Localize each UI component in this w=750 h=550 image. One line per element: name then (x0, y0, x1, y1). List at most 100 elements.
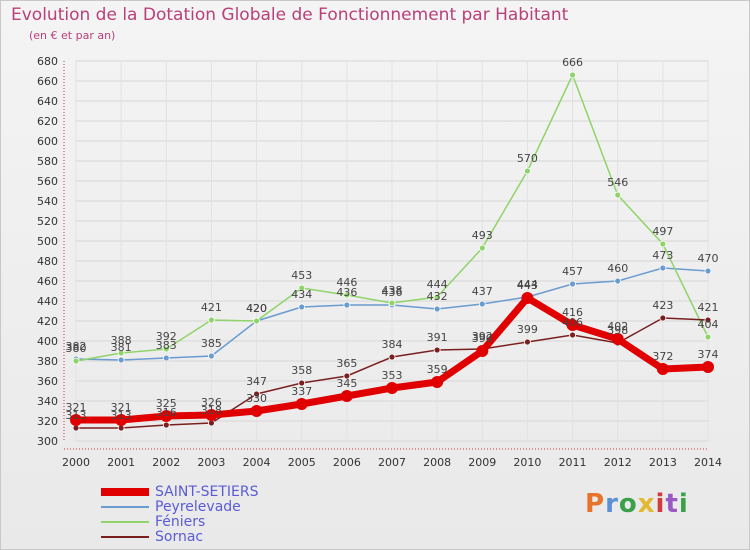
data-point (656, 363, 669, 375)
data-label: 380 (66, 342, 87, 355)
data-point (524, 167, 531, 175)
data-label: 383 (156, 339, 177, 352)
data-point (611, 333, 624, 345)
y-tick-label: 460 (37, 275, 58, 288)
logo-letter: i (678, 489, 689, 519)
data-label: 453 (291, 269, 312, 282)
data-point (478, 244, 486, 252)
data-point (614, 277, 622, 285)
logo-letter: t (665, 489, 679, 519)
chart-subtitle: (en € et par an) (29, 29, 116, 42)
data-point (614, 191, 622, 199)
y-tick-label: 600 (37, 135, 58, 148)
data-label: 347 (246, 375, 267, 388)
data-point (569, 280, 576, 288)
x-tick-label: 2003 (197, 456, 225, 469)
data-label: 421 (201, 301, 222, 314)
data-point (250, 405, 263, 417)
legend-swatch (101, 521, 149, 523)
y-tick-label: 440 (37, 295, 58, 308)
y-tick-label: 400 (37, 335, 58, 348)
x-tick-label: 2002 (152, 456, 180, 469)
data-point (388, 299, 396, 307)
y-tick-label: 680 (37, 55, 58, 68)
data-label: 374 (698, 348, 719, 361)
x-tick-label: 2005 (288, 456, 316, 469)
data-label: 359 (427, 363, 448, 376)
x-tick-label: 2001 (107, 456, 135, 469)
x-tick-label: 2008 (423, 456, 451, 469)
data-label: 421 (698, 301, 719, 314)
data-label: 434 (291, 288, 312, 301)
data-point (72, 357, 80, 365)
data-point (298, 284, 306, 292)
data-point (295, 398, 308, 410)
data-label: 358 (291, 364, 312, 377)
x-tick-label: 2014 (694, 456, 722, 469)
data-point (208, 352, 215, 360)
data-point (704, 267, 712, 275)
legend-swatch (101, 536, 149, 538)
logo-letter: i (655, 489, 666, 519)
data-point (431, 376, 444, 388)
data-point (160, 410, 173, 422)
data-point (205, 409, 218, 421)
y-tick-label: 300 (37, 435, 58, 448)
data-label: 392 (472, 330, 493, 343)
y-tick-label: 340 (37, 395, 58, 408)
data-point (162, 421, 170, 429)
x-tick-label: 2013 (649, 456, 677, 469)
data-point (569, 71, 576, 79)
data-point (704, 316, 712, 324)
data-point (476, 345, 489, 357)
data-point (208, 316, 215, 324)
data-point (478, 300, 486, 308)
x-tick-label: 2000 (62, 456, 90, 469)
y-tick-label: 520 (37, 215, 58, 228)
data-label: 546 (607, 176, 628, 189)
data-label: 345 (336, 377, 357, 390)
proxiti-logo: Proxiti (585, 489, 689, 519)
chart-title: Evolution de la Dotation Globale de Fonc… (11, 5, 569, 25)
legend-label: Peyrelevade (155, 499, 241, 515)
data-label: 326 (201, 396, 222, 409)
data-point (659, 314, 667, 322)
legend-swatch (101, 506, 149, 508)
y-tick-label: 580 (37, 155, 58, 168)
data-label: 423 (652, 299, 673, 312)
data-label: 365 (336, 357, 357, 370)
y-tick-label: 660 (37, 75, 58, 88)
x-tick-label: 2007 (378, 456, 406, 469)
data-label: 416 (562, 306, 583, 319)
data-label: 446 (336, 276, 357, 289)
data-label: 443 (517, 279, 538, 292)
data-point (659, 264, 667, 272)
grid (75, 60, 709, 442)
data-label: 436 (336, 286, 357, 299)
data-point (569, 331, 576, 339)
y-tick-label: 480 (37, 255, 58, 268)
data-point (340, 390, 353, 402)
data-label: 444 (517, 278, 538, 291)
data-point (162, 354, 170, 362)
data-point (433, 305, 441, 313)
data-point (659, 240, 667, 248)
data-point (433, 346, 441, 354)
data-point (343, 291, 351, 299)
data-point (433, 293, 441, 301)
data-label: 313 (66, 409, 87, 422)
y-tick-label: 500 (37, 235, 58, 248)
data-label: 470 (698, 252, 719, 265)
data-point (343, 372, 351, 380)
x-tick-label: 2010 (513, 456, 541, 469)
logo-letter: r (605, 489, 619, 519)
data-point (162, 345, 170, 353)
data-point (298, 379, 306, 387)
data-point (386, 382, 398, 394)
data-point (704, 333, 712, 341)
data-label: 436 (382, 286, 403, 299)
data-label: 420 (246, 302, 267, 315)
x-tick-label: 2004 (243, 456, 271, 469)
data-label: 460 (607, 262, 628, 275)
